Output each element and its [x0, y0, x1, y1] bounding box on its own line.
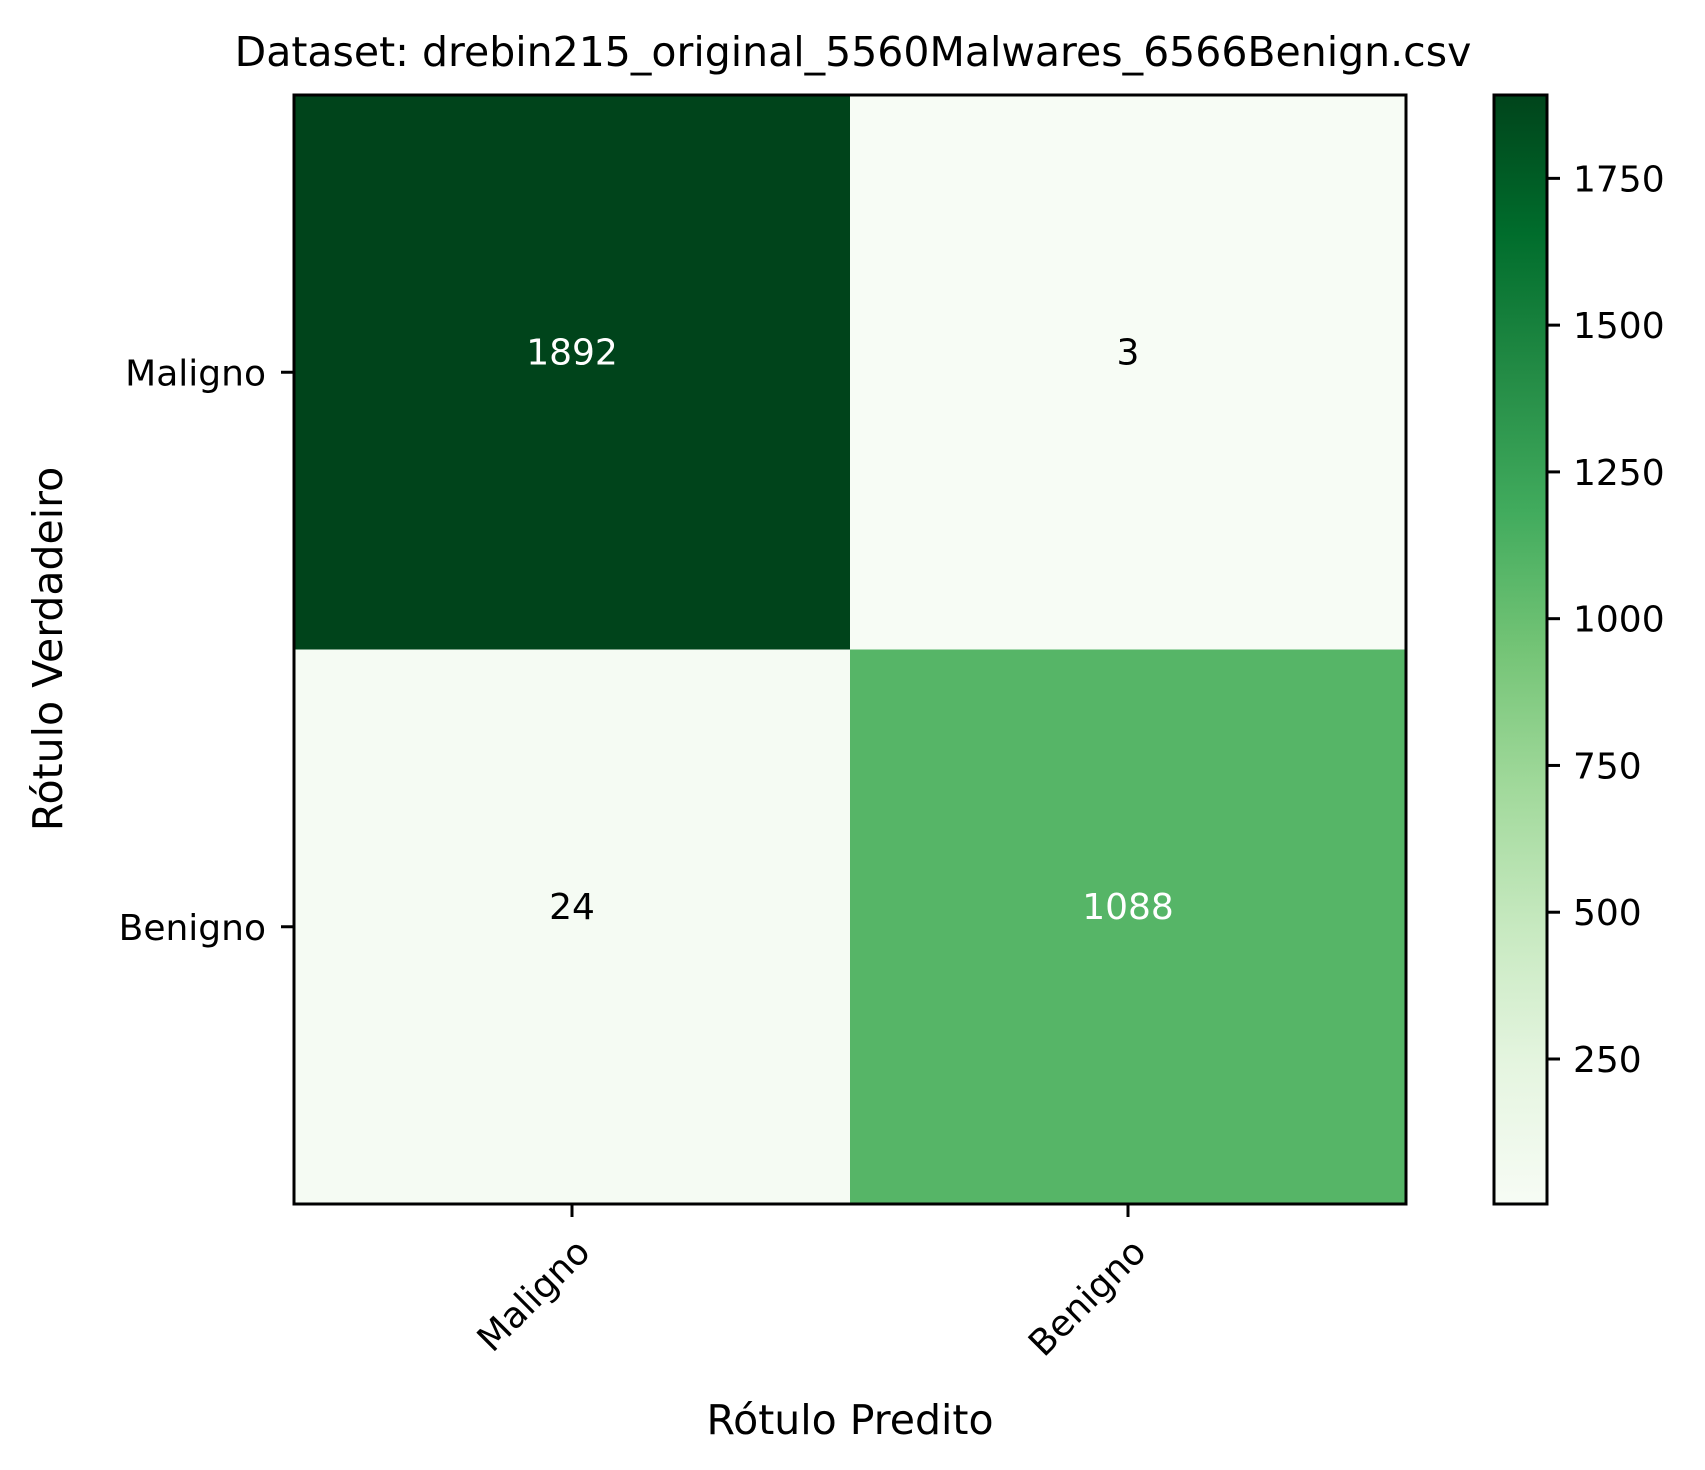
x-tick-label: Benigno	[1021, 1231, 1154, 1364]
heatmap-cells	[294, 95, 1407, 1205]
y-tick-label: Maligno	[125, 353, 266, 394]
cell-value-label: 1892	[526, 332, 618, 373]
cell-labels: 1892 3 24 1088	[526, 332, 1174, 928]
colorbar-tick-label: 750	[1573, 746, 1642, 787]
cell-value-label: 24	[549, 887, 595, 928]
x-tick-label: Maligno	[470, 1231, 599, 1360]
x-axis-label: Rótulo Predito	[706, 1396, 993, 1444]
heatmap-cell	[850, 649, 1407, 1205]
heatmap-cell	[850, 95, 1407, 650]
y-axis-label: Rótulo Verdadeiro	[24, 467, 72, 831]
y-tick-label: Benigno	[119, 908, 266, 949]
x-axis: Maligno Benigno	[470, 1204, 1154, 1365]
colorbar-gradient	[1494, 95, 1547, 1204]
colorbar-tick-label: 1750	[1573, 159, 1665, 200]
cell-value-label: 1088	[1082, 887, 1174, 928]
colorbar-frame	[1492, 93, 1549, 1206]
cell-value-label: 3	[1117, 332, 1140, 373]
plot-frame	[292, 93, 1408, 1206]
colorbar-tick-label: 1250	[1573, 453, 1665, 494]
heatmap-cell	[294, 649, 851, 1205]
heatmap-cell	[294, 95, 851, 650]
colorbar-tick-label: 1500	[1573, 306, 1665, 347]
colorbar-tick-label: 500	[1573, 893, 1642, 934]
chart-title: Dataset: drebin215_original_5560Malwares…	[235, 28, 1472, 76]
colorbar: 250 500 750 1000 1250 1500 1750	[1492, 93, 1665, 1206]
colorbar-ticks: 250 500 750 1000 1250 1500 1750	[1547, 159, 1665, 1081]
y-axis: Maligno Benigno	[119, 353, 294, 949]
colorbar-tick-label: 250	[1573, 1040, 1642, 1081]
colorbar-tick-label: 1000	[1573, 600, 1665, 641]
